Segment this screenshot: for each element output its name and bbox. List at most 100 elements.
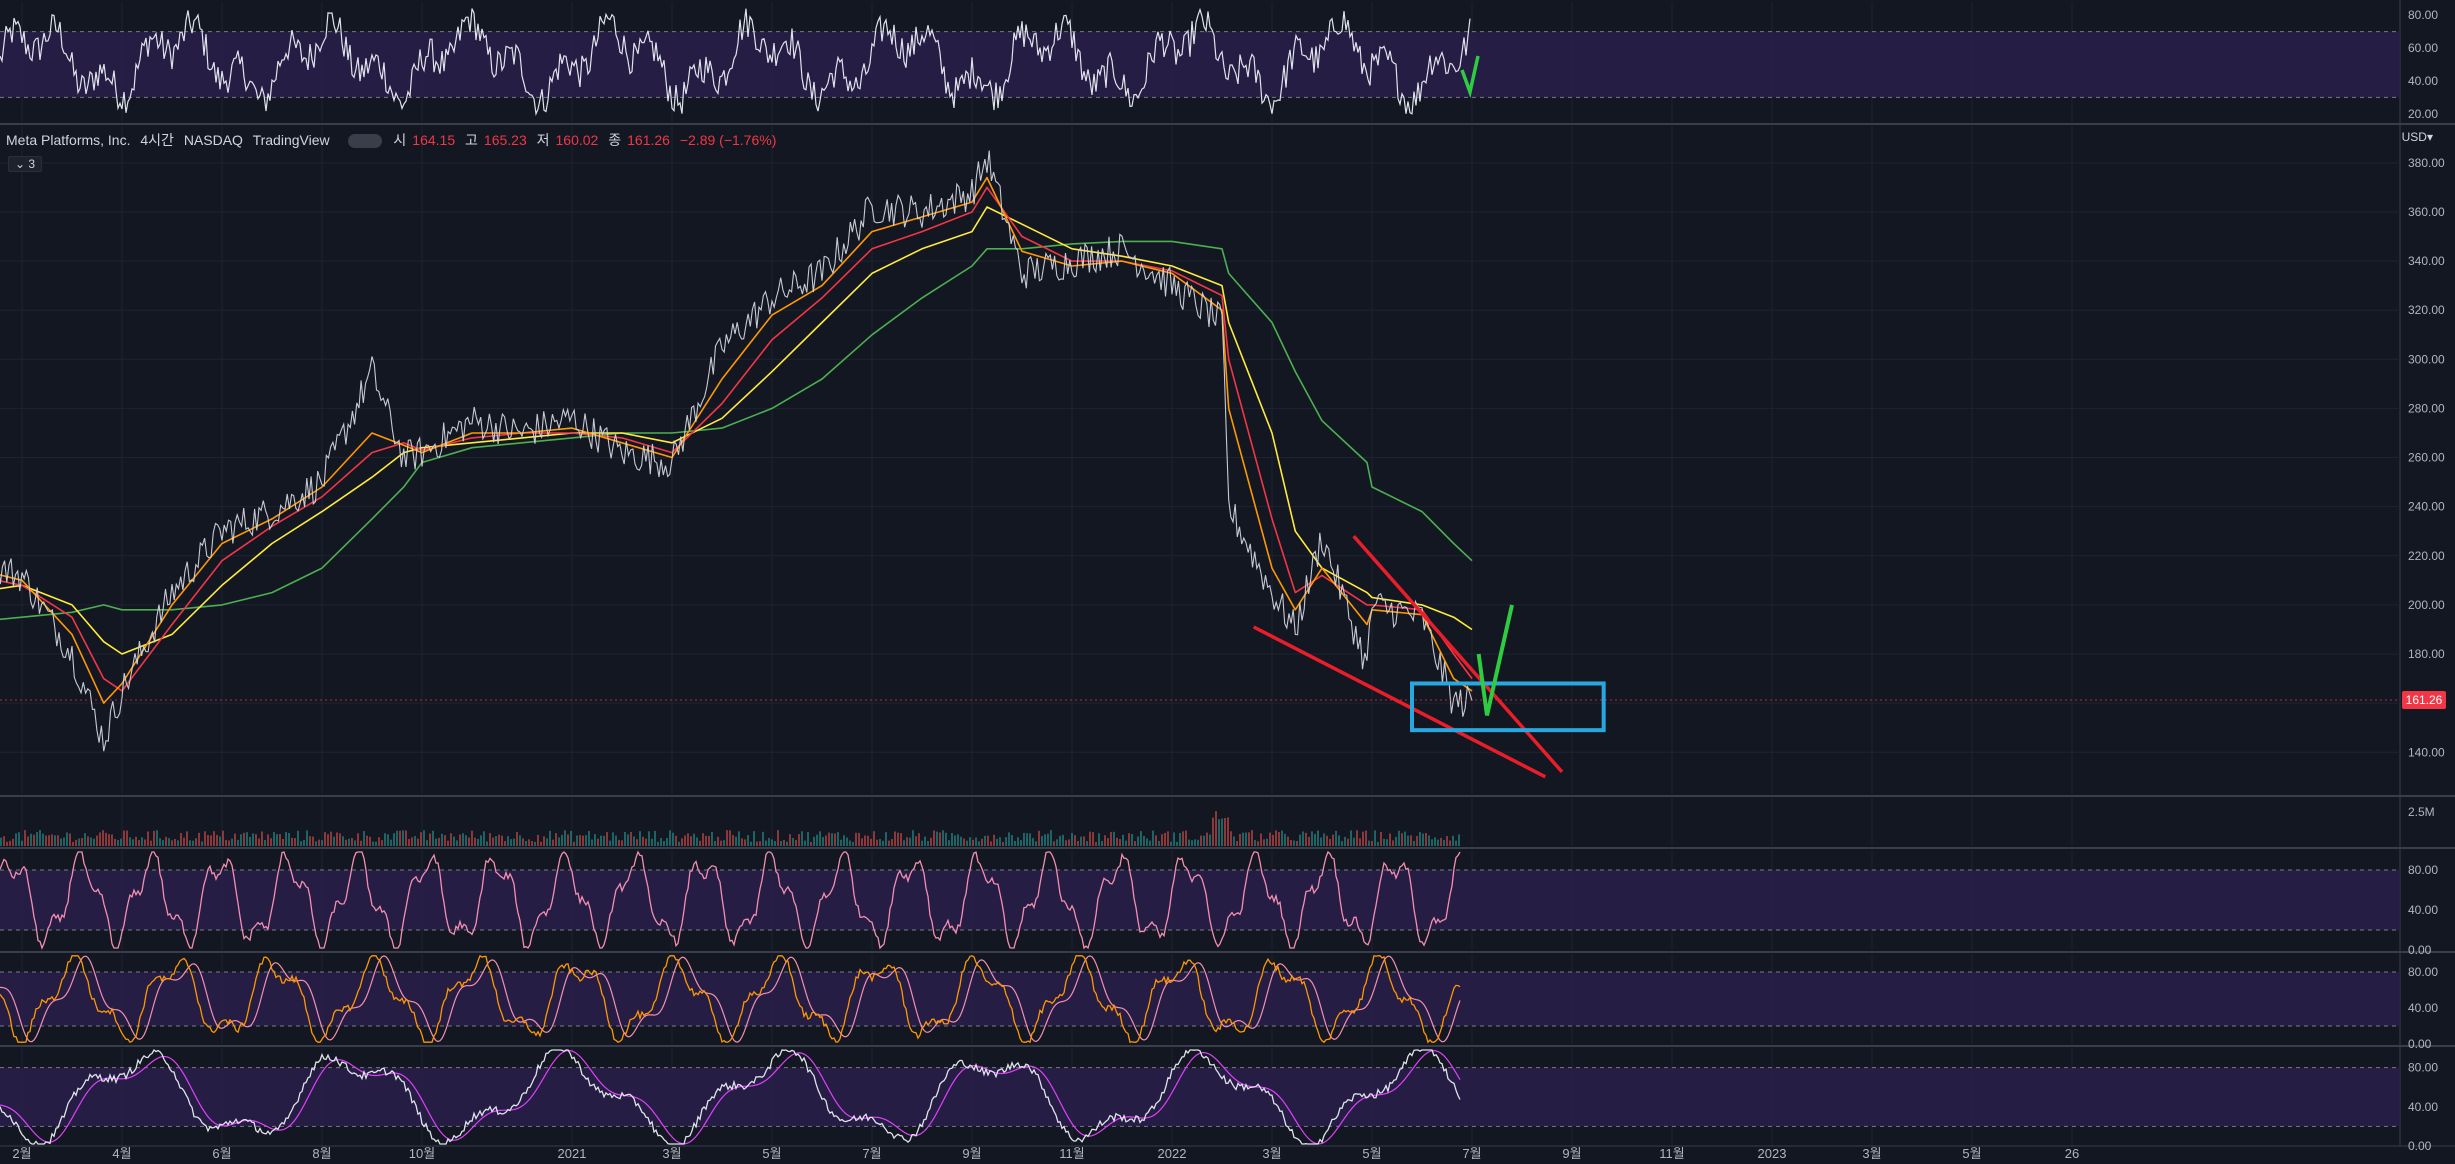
volume-bar: [1368, 840, 1370, 846]
volume-bar: [1194, 839, 1196, 846]
volume-bar: [1254, 840, 1256, 846]
volume-bar: [807, 832, 809, 846]
volume-bar: [1077, 841, 1079, 846]
indicators-collapse-button[interactable]: ⌄ 3: [8, 156, 43, 172]
symbol-name[interactable]: Meta Platforms, Inc.: [6, 132, 131, 148]
visibility-toggle-icon[interactable]: [347, 134, 382, 149]
volume-bar: [498, 834, 500, 846]
volume-bar: [201, 841, 203, 846]
volume-bar: [435, 838, 437, 846]
volume-bar: [495, 836, 497, 846]
volume-bar: [1062, 834, 1064, 846]
volume-bar: [999, 837, 1001, 846]
ma-slow-line: [0, 206, 1473, 655]
volume-bar: [411, 837, 413, 846]
volume-bar: [105, 832, 107, 846]
volume-bar: [699, 840, 701, 846]
volume-bar: [1401, 833, 1403, 846]
volume-bar: [3, 836, 5, 846]
volume-bar: [780, 841, 782, 846]
interval-label[interactable]: 4시간: [140, 132, 174, 148]
volume-bar: [129, 837, 131, 846]
volume-bar: [294, 838, 296, 846]
volume-bar: [234, 833, 236, 846]
volume-bar: [1086, 841, 1088, 846]
volume-bar: [180, 832, 182, 846]
volume-bar: [264, 839, 266, 846]
y-tick-label: 0.00: [2408, 1037, 2432, 1051]
volume-bar: [582, 835, 584, 846]
volume-bar: [1089, 831, 1091, 846]
volume-bar: [1347, 838, 1349, 846]
volume-bar: [396, 830, 398, 846]
volume-bar: [144, 839, 146, 846]
volume-bar: [1410, 835, 1412, 846]
volume-bar: [912, 830, 914, 846]
volume-bar: [612, 832, 614, 846]
volume-bar: [1197, 839, 1199, 846]
volume-bar: [336, 832, 338, 846]
volume-bar: [1335, 830, 1337, 846]
volume-bar: [99, 832, 101, 846]
y-tick-label: 40.00: [2408, 903, 2438, 917]
volume-bar: [831, 833, 833, 846]
volume-bar: [972, 839, 974, 846]
volume-bar: [1083, 836, 1085, 846]
ma-fast-line: [0, 176, 1473, 704]
close-value: 161.26: [627, 132, 670, 148]
volume-bar: [891, 839, 893, 846]
volume-bar: [1020, 840, 1022, 846]
volume-bar: [366, 835, 368, 846]
volume-bar: [453, 836, 455, 846]
currency-selector[interactable]: USD▾: [2401, 130, 2433, 144]
volume-bar: [342, 836, 344, 846]
volume-bar: [948, 840, 950, 846]
volume-bar: [531, 841, 533, 846]
volume-bar: [303, 839, 305, 846]
target-box: [1410, 681, 1606, 733]
volume-bar: [909, 837, 911, 846]
volume-bar: [417, 838, 419, 846]
volume-bar: [189, 840, 191, 846]
volume-bar: [1044, 834, 1046, 846]
volume-bar: [360, 840, 362, 846]
volume-bar: [1032, 838, 1034, 846]
volume-bar: [1422, 833, 1424, 846]
volume-bar: [423, 830, 425, 846]
volume-bar: [123, 830, 125, 846]
volume-bar: [6, 841, 8, 846]
volume-bar: [480, 835, 482, 846]
volume-bar: [603, 835, 605, 846]
volume-bar: [372, 841, 374, 846]
volume-bar: [1362, 831, 1364, 846]
volume-bar: [663, 841, 665, 846]
high-label: 고: [465, 132, 478, 148]
volume-bar: [573, 841, 575, 846]
oscillator-band: [0, 870, 2400, 930]
volume-bar: [1332, 834, 1334, 846]
volume-bar: [1035, 841, 1037, 846]
volume-bar: [747, 835, 749, 846]
volume-bar: [873, 831, 875, 846]
volume-bar: [420, 832, 422, 846]
volume-bar: [171, 840, 173, 846]
volume-bar: [825, 835, 827, 846]
volume-bar: [864, 835, 866, 846]
rsi-y-tick-label: 20.00: [2408, 107, 2438, 121]
volume-bar: [1146, 838, 1148, 846]
volume-bar: [627, 834, 629, 846]
x-tick-label: 2021: [558, 1146, 587, 1161]
x-tick-label: 9월: [1562, 1146, 1581, 1161]
volume-bar: [279, 833, 281, 846]
volume-bar: [78, 838, 80, 846]
volume-bar: [405, 830, 407, 846]
volume-bar: [708, 835, 710, 846]
volume-bar: [486, 841, 488, 846]
volume-bar: [693, 833, 695, 846]
volume-bar: [153, 830, 155, 846]
volume-bar: [42, 833, 44, 846]
volume-bar: [225, 839, 227, 846]
volume-bar: [18, 832, 20, 846]
